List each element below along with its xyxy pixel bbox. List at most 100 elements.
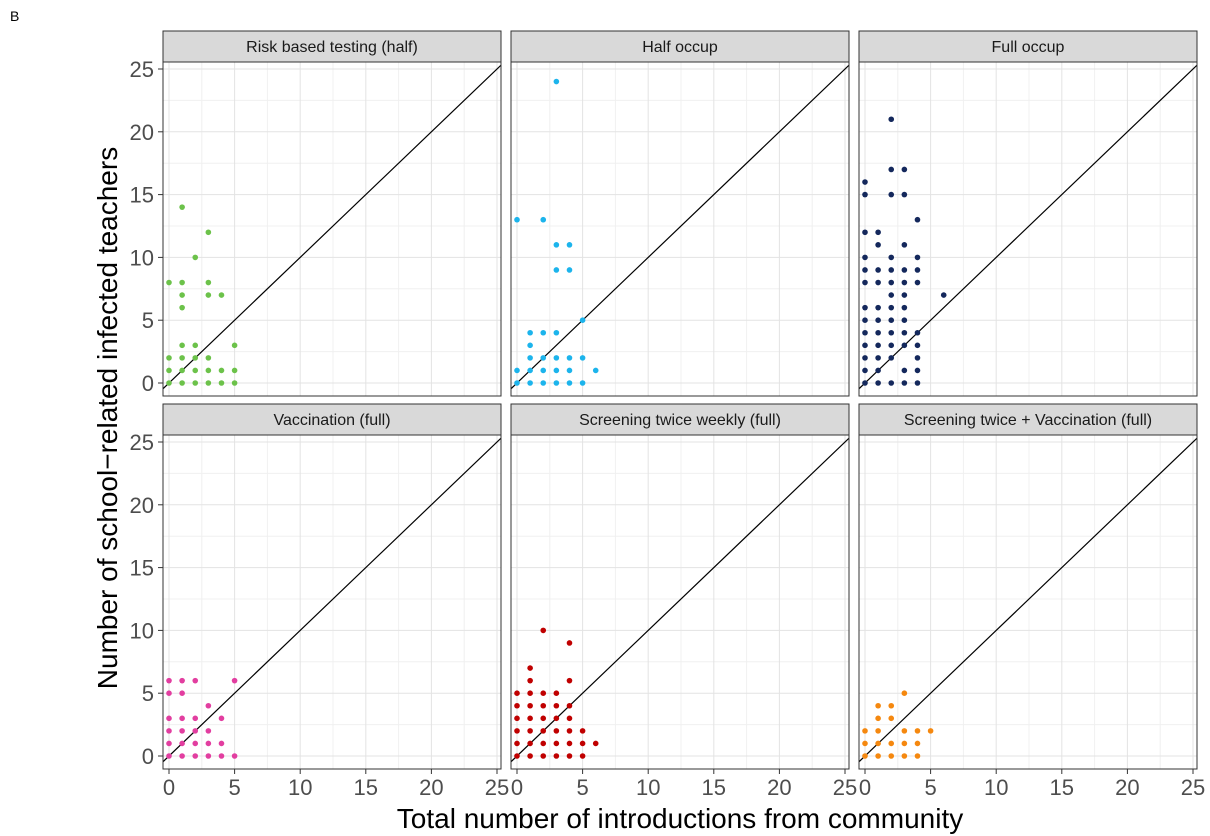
panel-border <box>162 434 502 770</box>
identity-line <box>163 437 501 763</box>
data-point <box>540 355 547 361</box>
data-point <box>901 367 908 374</box>
data-point <box>901 329 908 336</box>
y-tick-label: 15 <box>130 183 154 208</box>
x-tick-label: 10 <box>984 775 1008 800</box>
data-point <box>527 367 533 374</box>
x-tick-label: 20 <box>1115 775 1139 800</box>
plot-background <box>511 62 849 396</box>
identity-line <box>859 64 1197 390</box>
data-point <box>888 355 895 361</box>
data-point <box>914 740 921 747</box>
data-point <box>527 665 533 671</box>
data-point <box>888 279 895 286</box>
data-point <box>540 380 547 386</box>
x-axis-label: Total number of introductions from commu… <box>396 803 964 834</box>
data-point <box>888 702 895 709</box>
data-point <box>527 380 533 386</box>
data-point <box>166 753 172 759</box>
data-point <box>914 216 921 223</box>
data-point <box>875 753 881 759</box>
data-point <box>579 380 586 386</box>
y-tick-label: 25 <box>130 57 154 82</box>
x-tick-label: 5 <box>576 775 588 800</box>
data-point <box>888 753 895 759</box>
facet-title: Full occup <box>992 39 1065 56</box>
facet-strip <box>162 403 502 436</box>
data-point <box>166 715 172 722</box>
data-point <box>901 304 908 311</box>
facet-title: Risk based testing (half) <box>246 39 418 56</box>
facet-title: Half occup <box>642 39 718 56</box>
data-point <box>875 317 881 324</box>
data-point <box>875 355 881 361</box>
data-point <box>166 677 172 684</box>
data-point <box>888 254 895 261</box>
data-point <box>192 380 199 386</box>
data-point <box>179 355 185 361</box>
y-tick-label: 10 <box>130 618 154 643</box>
data-point <box>553 740 560 747</box>
data-point <box>179 690 185 696</box>
data-point <box>514 753 520 759</box>
x-tick-label: 0 <box>859 775 871 800</box>
data-point <box>514 728 520 734</box>
data-point <box>205 367 212 374</box>
data-point <box>862 317 868 324</box>
data-point <box>205 229 212 236</box>
data-point <box>875 304 881 311</box>
data-point <box>192 254 199 261</box>
data-point <box>862 329 868 336</box>
data-point <box>901 728 908 734</box>
data-point <box>166 380 172 386</box>
data-point <box>166 367 172 374</box>
identity-line <box>163 64 501 390</box>
data-point <box>566 715 573 722</box>
facet-panel: Screening twice weekly (full) 0 5 10 15 20 25 <box>510 403 857 800</box>
data-point <box>862 753 868 759</box>
data-point <box>914 380 921 386</box>
data-point <box>901 342 908 349</box>
x-tick-label: 5 <box>228 775 240 800</box>
y-tick-label: 20 <box>130 493 154 518</box>
data-point <box>553 367 560 374</box>
x-tick-label: 15 <box>354 775 378 800</box>
data-point <box>514 740 520 747</box>
facet-panel: Risk based testing (half) 0 5 10 15 20 25 <box>130 30 502 397</box>
data-point <box>901 279 908 286</box>
data-point <box>179 204 185 210</box>
data-point <box>553 329 560 336</box>
data-point <box>553 702 560 709</box>
data-point <box>862 342 868 349</box>
panel-label: B <box>10 8 20 24</box>
data-point <box>862 229 868 236</box>
data-point <box>875 279 881 286</box>
data-point <box>914 267 921 273</box>
data-point <box>218 292 225 298</box>
data-point <box>179 279 185 286</box>
y-tick-label: 0 <box>142 744 154 769</box>
data-point <box>179 715 185 722</box>
data-point <box>179 304 185 311</box>
data-point <box>540 627 547 634</box>
data-point <box>862 191 868 198</box>
data-point <box>179 740 185 747</box>
data-point <box>553 753 560 759</box>
data-point <box>514 690 520 696</box>
data-point <box>192 740 199 747</box>
data-point <box>862 279 868 286</box>
data-point <box>553 728 560 734</box>
data-point <box>514 216 520 223</box>
data-point <box>192 355 199 361</box>
data-point <box>205 740 212 747</box>
data-point <box>218 740 225 747</box>
y-tick-label: 5 <box>142 681 154 706</box>
x-tick-label: 10 <box>636 775 660 800</box>
data-point <box>579 728 586 734</box>
data-point <box>566 267 573 273</box>
data-point <box>179 380 185 386</box>
data-point <box>540 702 547 709</box>
data-point <box>901 380 908 386</box>
y-tick-label: 10 <box>130 245 154 270</box>
data-point <box>192 753 199 759</box>
